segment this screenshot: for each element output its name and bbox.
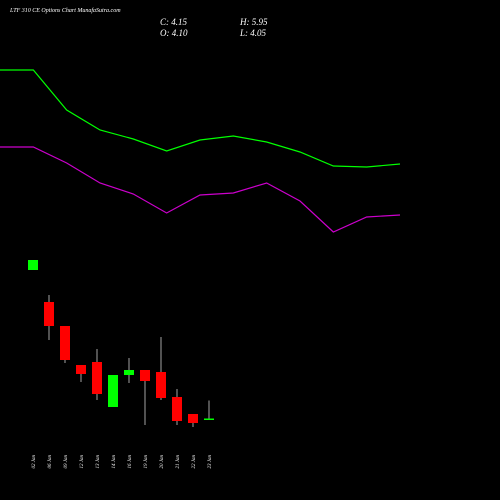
x-tick-label: 02 Jan	[32, 455, 37, 469]
candle-body	[172, 397, 182, 421]
low-label: L: 4.05	[239, 28, 267, 38]
candle-body	[92, 362, 102, 394]
open-label: O: 4.10	[160, 28, 188, 38]
close-label: C: 4.15	[160, 17, 188, 27]
candle-body	[188, 414, 198, 423]
x-tick-label: 16 Jan	[128, 455, 133, 469]
chart-title: LTF 310 CE Options Chart MunafaSutra.com	[9, 7, 121, 14]
line-series	[0, 146, 401, 233]
candle-body	[76, 365, 86, 374]
x-tick-label: 09 Jan	[64, 455, 69, 469]
candle-body	[108, 375, 118, 407]
candle-body	[60, 326, 70, 360]
x-tick-label: 19 Jan	[144, 455, 149, 469]
x-tick-label: 12 Jan	[80, 455, 85, 469]
candle-body	[124, 370, 134, 375]
candle-body	[140, 370, 150, 381]
x-tick-label: 22 Jan	[192, 455, 197, 469]
x-tick-label: 21 Jan	[176, 455, 181, 469]
x-tick-label: 06 Jan	[48, 455, 53, 469]
line-series	[0, 69, 401, 168]
candle-body	[204, 418, 214, 420]
candle-body	[28, 260, 38, 270]
x-tick-label: 23 Jan	[208, 455, 213, 469]
candle-body	[44, 302, 54, 326]
x-tick-label: 20 Jan	[160, 455, 165, 469]
x-tick-label: 14 Jan	[112, 455, 117, 469]
candle-body	[156, 372, 166, 398]
high-label: H: 5.95	[239, 17, 268, 27]
x-tick-label: 13 Jan	[96, 455, 101, 469]
